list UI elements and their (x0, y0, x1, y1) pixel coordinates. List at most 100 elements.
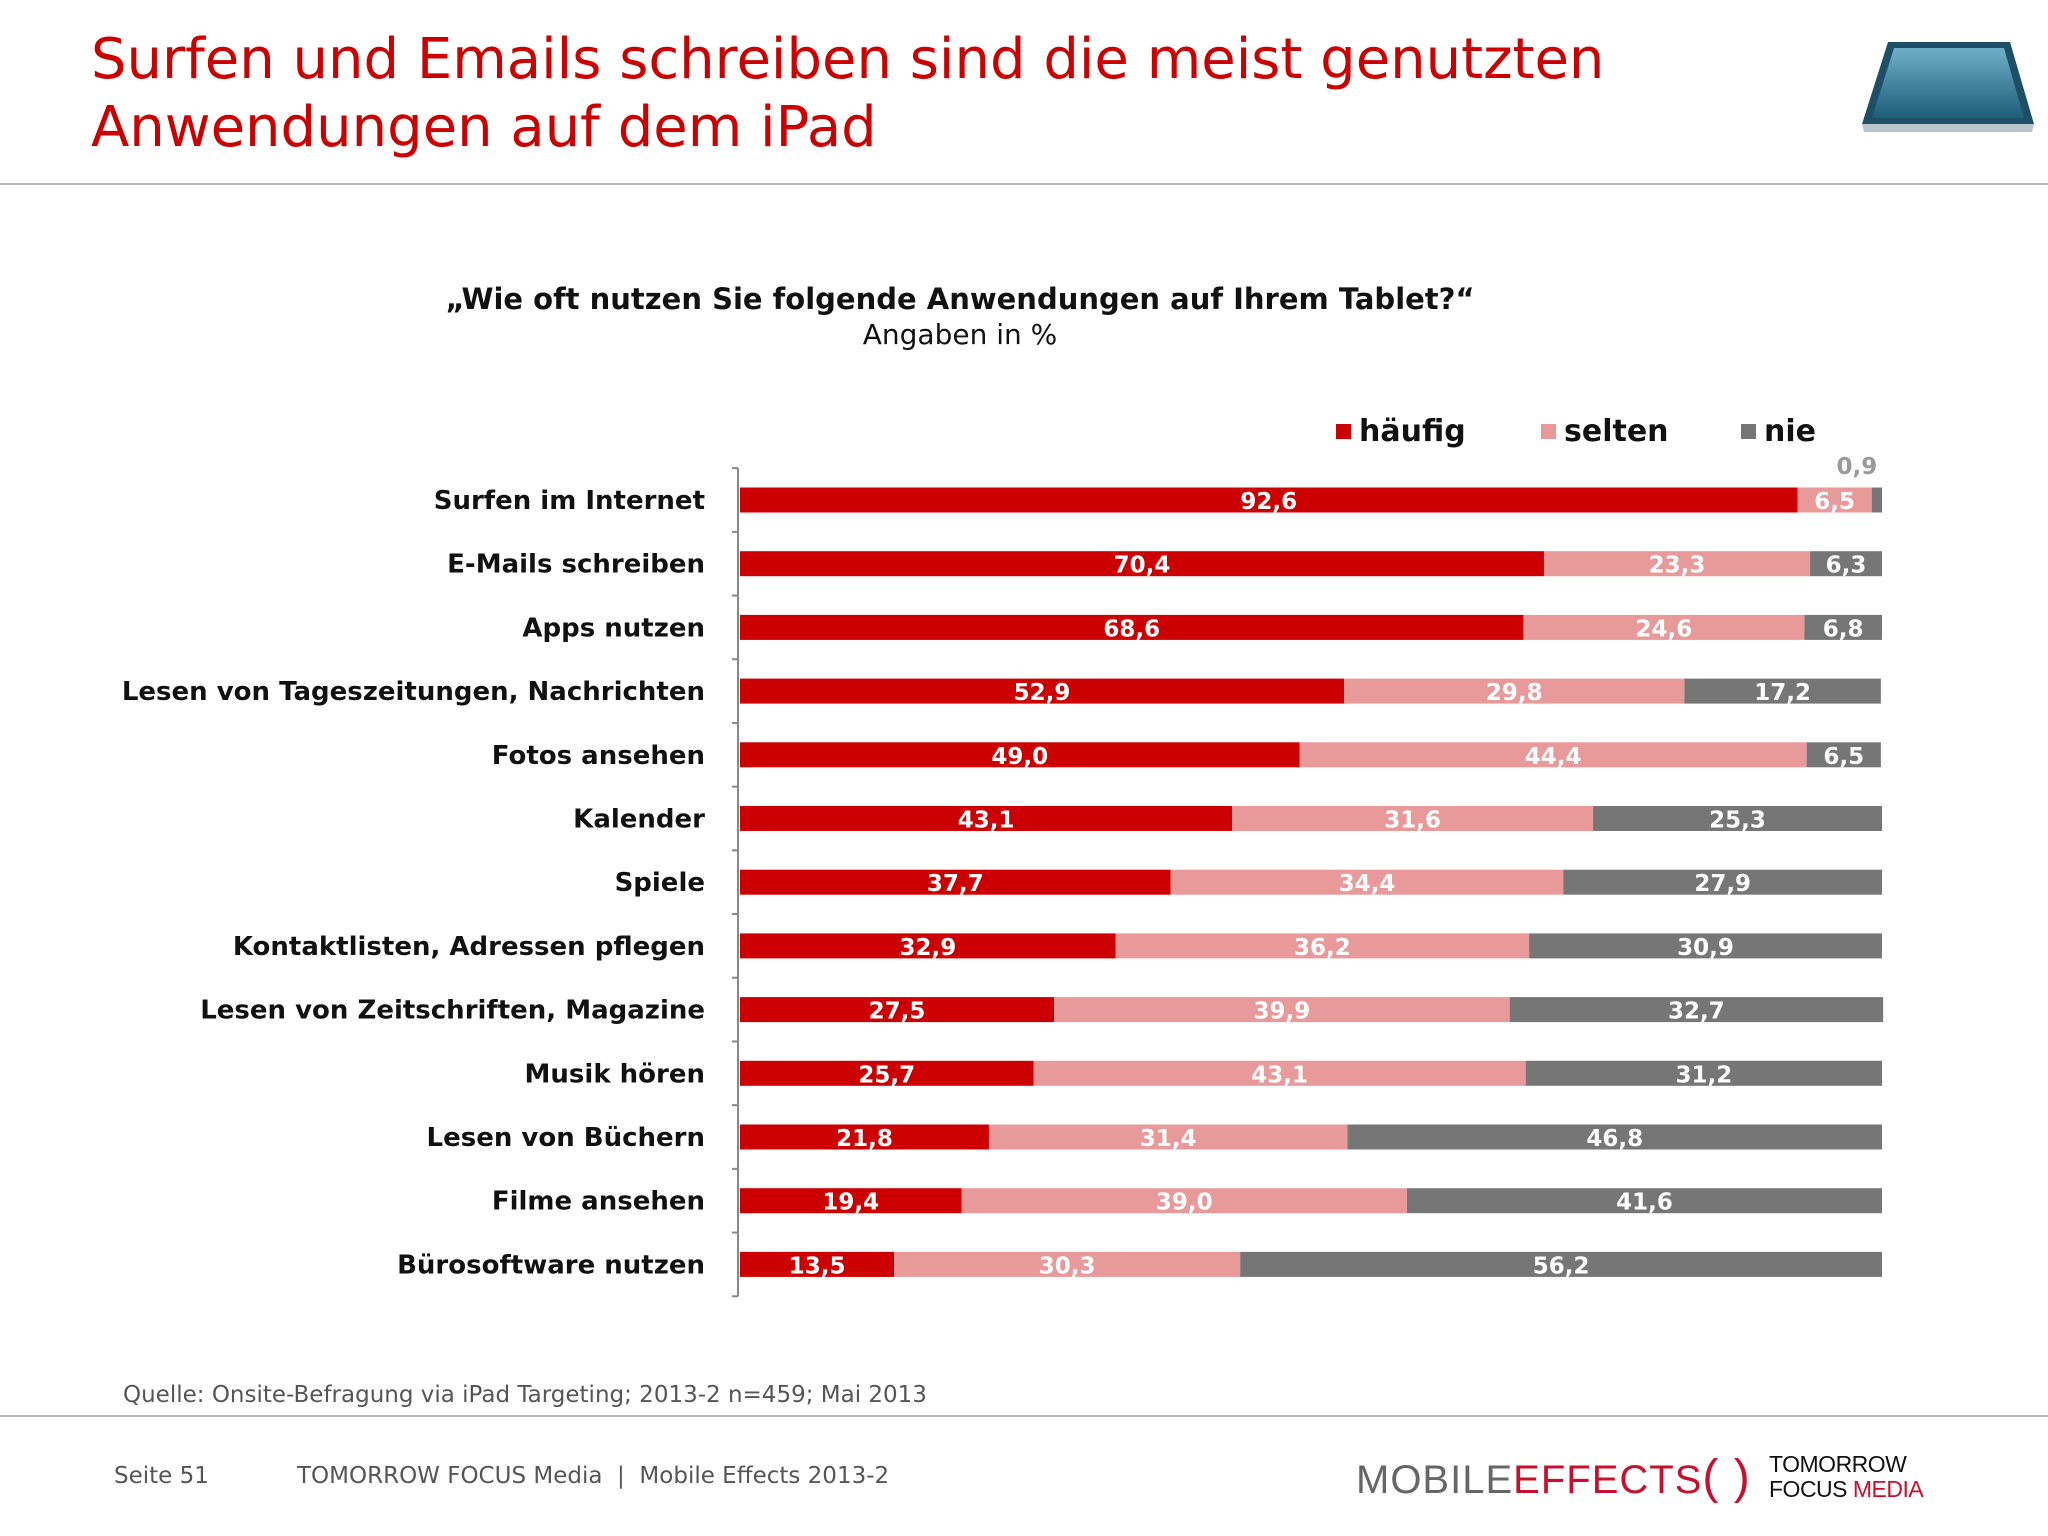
bar-segment-nie (1804, 614, 1882, 640)
bar-segment-selten (1344, 678, 1685, 704)
tomorrow-focus-media-logo: TOMORROW FOCUS MEDIA (1769, 1451, 1924, 1502)
data-label: 19,4 (822, 1190, 879, 1216)
page-title: Surfen und Emails schreiben sind die mei… (91, 26, 1604, 162)
bar-segment-selten (1054, 997, 1510, 1023)
data-label: 21,8 (836, 1126, 893, 1152)
bar-segment-nie (1871, 487, 1882, 513)
data-label: 17,2 (1754, 680, 1811, 706)
data-label: 29,8 (1486, 680, 1543, 706)
data-label: 43,1 (1251, 1062, 1308, 1088)
data-label: 92,6 (1240, 489, 1297, 515)
bar-segment-selten (1523, 614, 1805, 640)
data-label: 46,8 (1586, 1126, 1643, 1152)
legend-swatch (1741, 424, 1756, 439)
data-label: 24,6 (1636, 616, 1693, 642)
bar-segment-häufig (740, 551, 1544, 577)
data-label: 36,2 (1294, 935, 1351, 961)
bar-segment-nie (1563, 869, 1882, 895)
category-label: Surfen im Internet (434, 486, 705, 516)
category-label: Lesen von Büchern (427, 1123, 705, 1153)
bar-segment-selten (894, 1251, 1241, 1277)
data-label: 39,0 (1156, 1190, 1213, 1216)
bar-segment-häufig (740, 1251, 895, 1277)
bar-segment-selten (1170, 869, 1564, 895)
data-label: 68,6 (1103, 616, 1160, 642)
source-note: Quelle: Onsite-Befragung via iPad Target… (123, 1382, 927, 1408)
category-label: Filme ansehen (492, 1187, 705, 1217)
footer-company: TOMORROW FOCUS Media | Mobile Effects 20… (297, 1463, 890, 1489)
data-label: 6,5 (1823, 744, 1864, 770)
legend-item-selten: selten (1541, 414, 1669, 449)
data-label: 70,4 (1114, 553, 1171, 579)
data-label: 34,4 (1339, 871, 1396, 897)
bar-segment-nie (1347, 1124, 1882, 1150)
data-label: 44,4 (1525, 744, 1582, 770)
category-label: Bürosoftware nutzen (397, 1250, 705, 1280)
logo-text: EFFECTS (1513, 1458, 1703, 1502)
category-label: Kalender (573, 805, 705, 835)
bar-segment-selten (988, 1124, 1348, 1150)
data-label: 32,9 (899, 935, 956, 961)
data-label: 6,8 (1823, 616, 1864, 642)
legend-label: nie (1764, 414, 1816, 449)
bar-segment-häufig (740, 997, 1055, 1023)
logo-text: MEDIA (1852, 1476, 1924, 1502)
bar-segment-nie (1806, 742, 1881, 768)
data-label: 32,7 (1668, 999, 1725, 1025)
bar-segment-selten (1543, 551, 1811, 577)
bar-segment-häufig (740, 806, 1233, 831)
category-label: Fotos ansehen (492, 741, 705, 771)
header-divider (0, 183, 2048, 185)
data-label: 49,0 (991, 744, 1048, 770)
bar-segment-nie (1509, 997, 1884, 1023)
category-label: Lesen von Zeitschriften, Magazine (200, 996, 705, 1026)
data-label: 25,3 (1709, 808, 1766, 834)
category-label: Apps nutzen (522, 613, 705, 643)
bar-segment-nie (1406, 1188, 1882, 1214)
bar-segment-nie (1529, 933, 1882, 959)
bar-segment-nie (1240, 1251, 1882, 1277)
chart-title: „Wie oft nutzen Sie folgende Anwendungen… (445, 282, 1475, 316)
data-label: 30,9 (1677, 935, 1734, 961)
logo-text: TOMORROW (1769, 1451, 1907, 1477)
legend-swatch (1336, 424, 1351, 439)
legend-label: häufig (1359, 414, 1466, 449)
mobile-effects-logo: MOBILEEFFECTS( ) (1356, 1451, 1751, 1504)
bar-segment-selten (1797, 487, 1872, 513)
category-label: E-Mails schreiben (447, 550, 705, 580)
data-label: 6,3 (1826, 553, 1867, 579)
bar-segment-selten (1299, 742, 1807, 768)
title-line-1: Surfen und Emails schreiben sind die mei… (91, 27, 1605, 92)
bar-segment-nie (1684, 678, 1881, 704)
data-label: 27,5 (869, 999, 926, 1025)
data-label: 30,3 (1039, 1253, 1096, 1279)
data-label: 25,7 (858, 1062, 915, 1088)
data-label: 23,3 (1649, 553, 1706, 579)
category-label: Kontaktlisten, Adressen pflegen (233, 932, 705, 962)
bar-segment-selten (1033, 1060, 1526, 1086)
ipad-icon (1862, 42, 2034, 132)
data-label: 37,7 (927, 871, 984, 897)
data-label: 6,5 (1814, 489, 1855, 515)
legend-item-haeufig: häufig (1336, 414, 1466, 449)
data-label: 31,4 (1140, 1126, 1197, 1152)
data-label: 27,9 (1694, 871, 1751, 897)
category-label: Lesen von Tageszeitungen, Nachrichten (122, 677, 705, 707)
data-label: 56,2 (1533, 1253, 1590, 1279)
bar-segment-häufig (740, 1060, 1034, 1086)
bar-segment-häufig (740, 614, 1524, 640)
title-line-2: Anwendungen auf dem iPad (91, 95, 877, 160)
logo-text: FOCUS (1769, 1476, 1848, 1502)
logo-text: MOBILE (1356, 1458, 1514, 1502)
bar-segment-häufig (740, 1188, 962, 1214)
bar-segment-häufig (740, 742, 1300, 768)
bar-segment-häufig (740, 1124, 989, 1150)
footer-divider (0, 1415, 2048, 1417)
data-label: 39,9 (1254, 999, 1311, 1025)
data-label: 52,9 (1014, 680, 1071, 706)
chart-subtitle: Angaben in % (862, 318, 1058, 351)
data-label: 43,1 (958, 808, 1015, 834)
data-label: 31,6 (1384, 808, 1441, 834)
category-label: Musik hören (525, 1059, 705, 1089)
